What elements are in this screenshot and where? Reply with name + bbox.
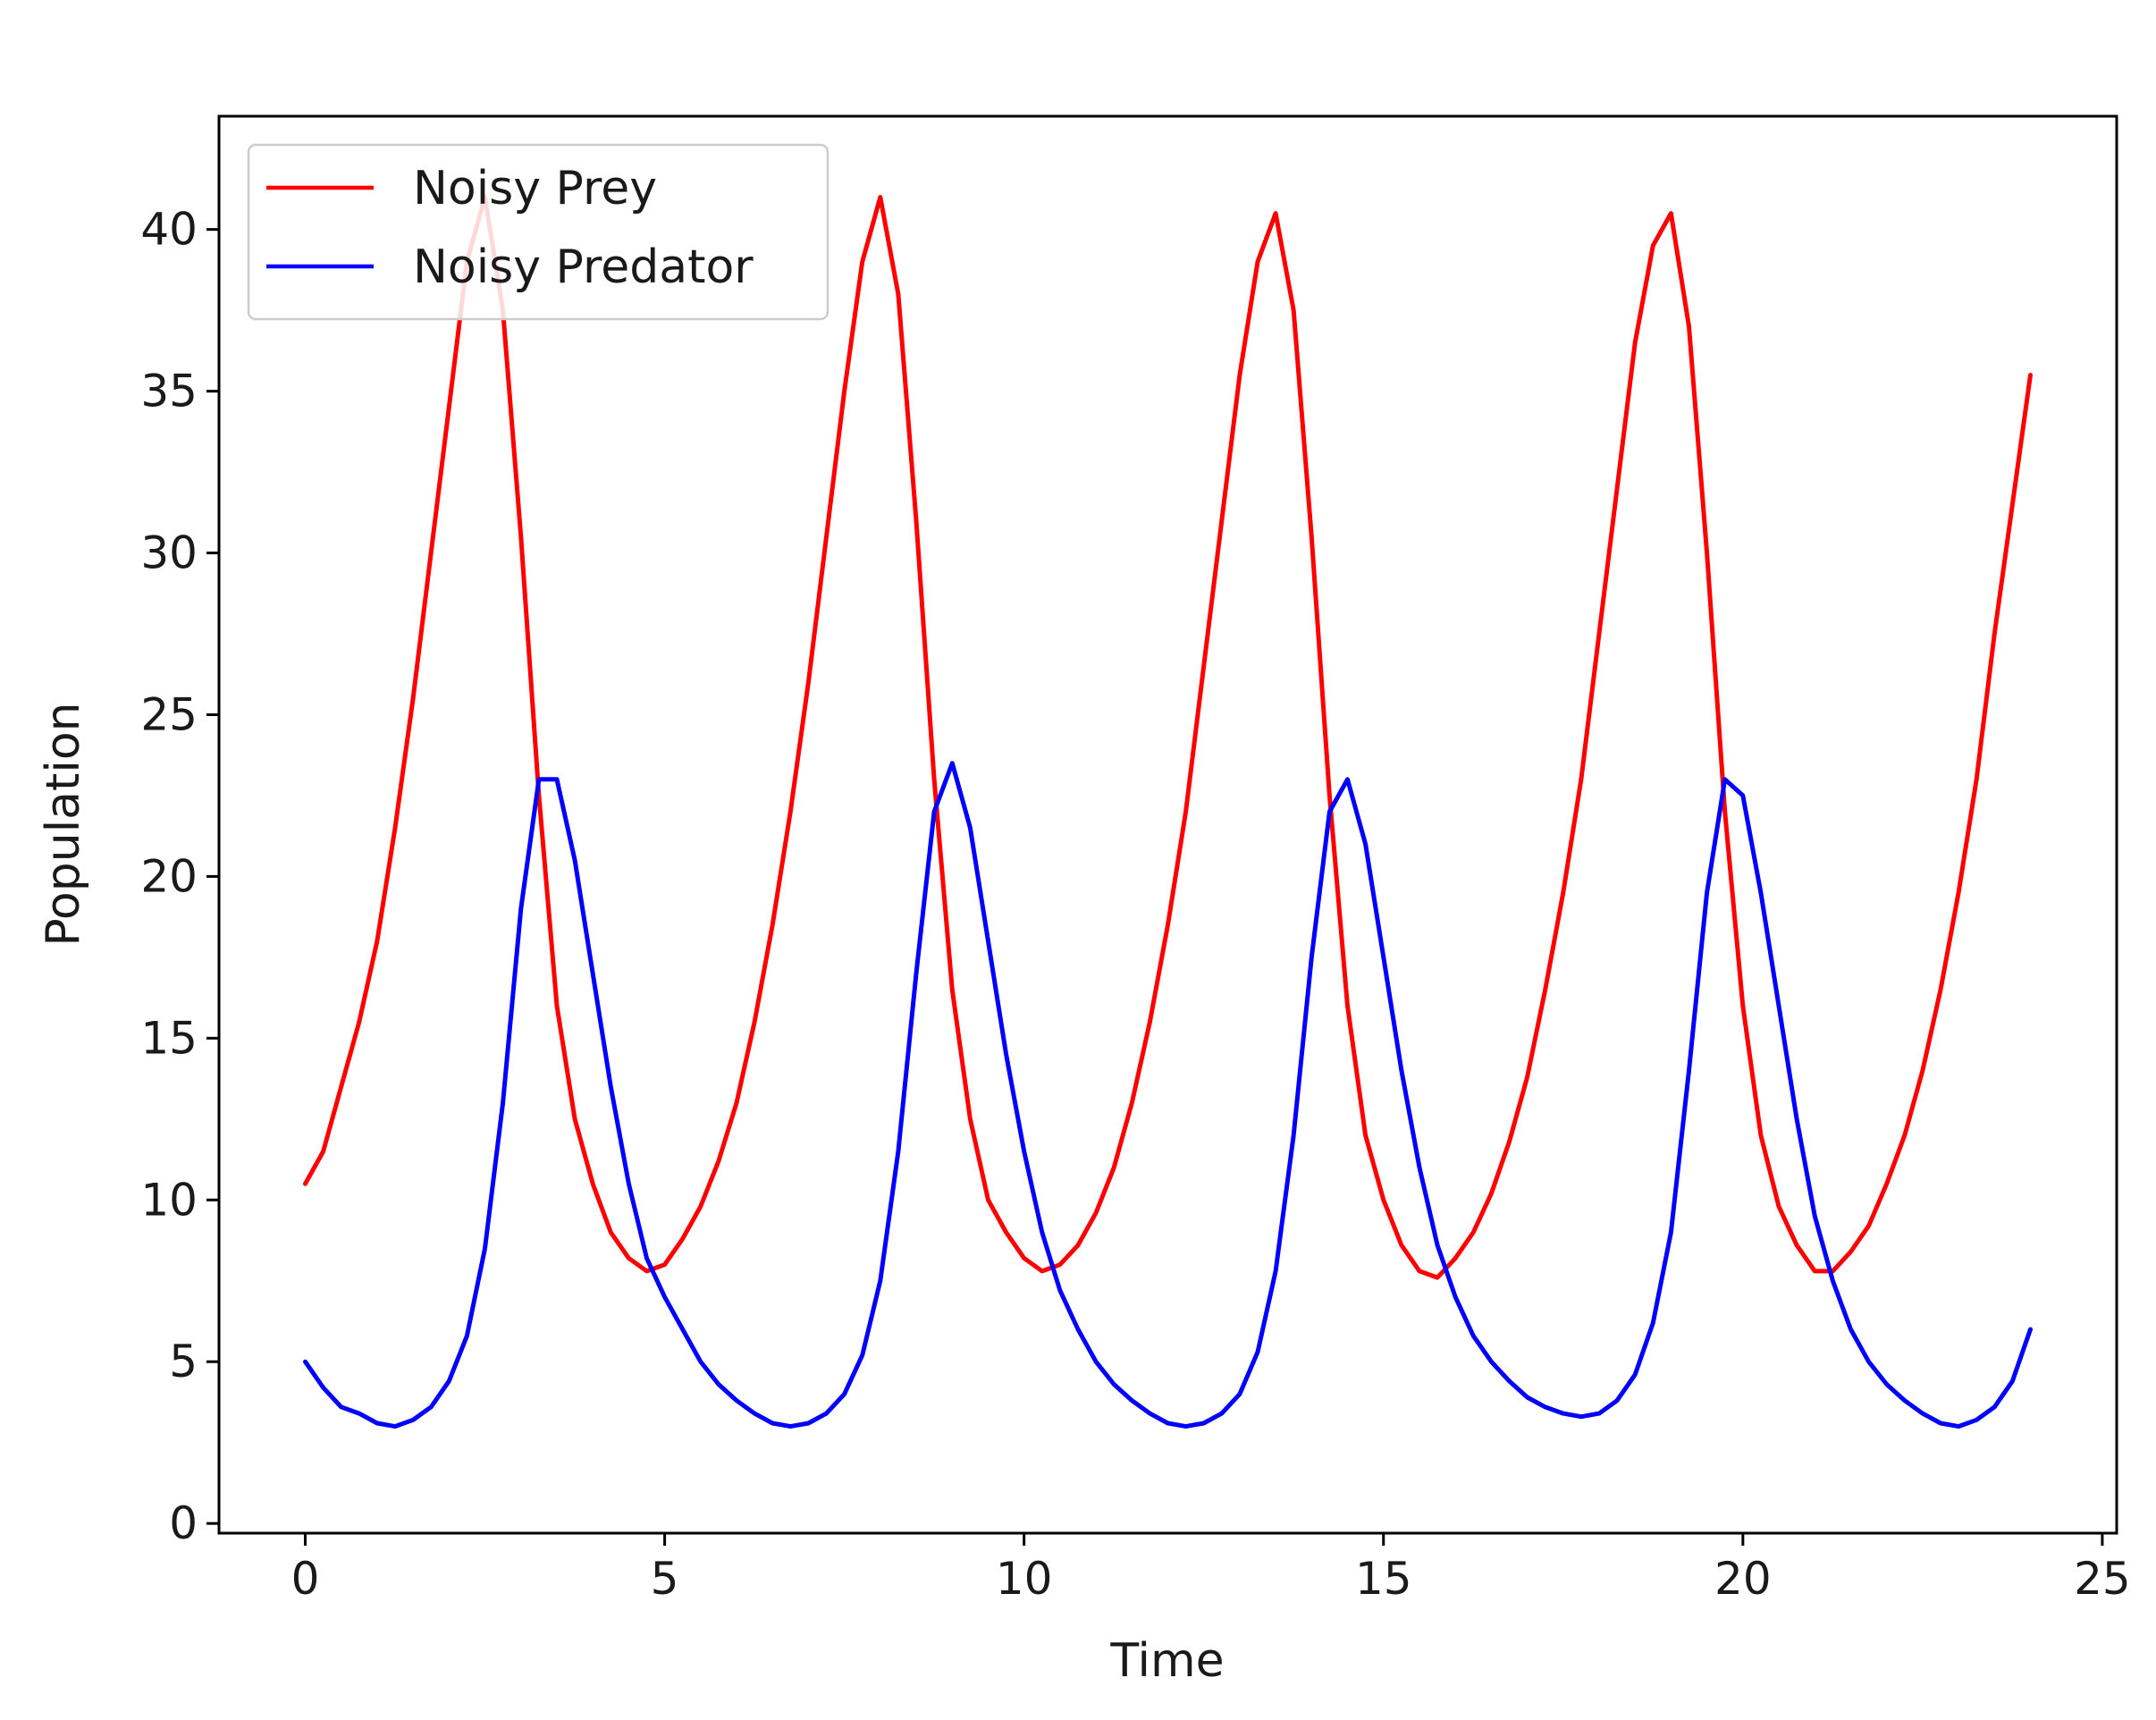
y-tick-label: 10 bbox=[140, 1174, 198, 1226]
x-axis-ticks: 0 5 10 15 20 25 bbox=[291, 1533, 2131, 1605]
x-tick-label: 20 bbox=[1714, 1553, 1772, 1605]
x-tick-label: 0 bbox=[291, 1553, 320, 1605]
x-tick-label: 15 bbox=[1355, 1553, 1412, 1605]
y-tick-label: 25 bbox=[140, 688, 198, 740]
plot-frame bbox=[217, 114, 2118, 1535]
series-line-noisy-predator bbox=[303, 761, 2033, 1429]
y-tick-label: 35 bbox=[140, 366, 198, 417]
legend: Noisy Prey Noisy Predator bbox=[247, 143, 830, 321]
y-tick-label: 20 bbox=[140, 850, 198, 902]
plot-lines bbox=[303, 195, 2033, 1429]
x-tick-label: 25 bbox=[2074, 1553, 2131, 1605]
x-axis-label: Time bbox=[1109, 1634, 1224, 1688]
y-tick-label: 30 bbox=[140, 527, 198, 579]
series-line-noisy-prey bbox=[303, 195, 2033, 1280]
y-tick-label: 15 bbox=[140, 1012, 198, 1064]
x-tick-label: 5 bbox=[651, 1553, 679, 1605]
y-tick-label: 0 bbox=[169, 1497, 198, 1549]
legend-label-prey: Noisy Prey bbox=[413, 162, 657, 215]
y-axis-label: Population bbox=[37, 702, 90, 946]
y-axis-ticks: 0 5 10 15 20 25 30 35 40 bbox=[140, 204, 219, 1549]
x-tick-label: 10 bbox=[996, 1553, 1053, 1605]
legend-label-predator: Noisy Predator bbox=[413, 240, 754, 294]
y-tick-label: 40 bbox=[140, 204, 198, 256]
legend-box bbox=[247, 143, 830, 321]
y-tick-label: 5 bbox=[169, 1336, 198, 1387]
